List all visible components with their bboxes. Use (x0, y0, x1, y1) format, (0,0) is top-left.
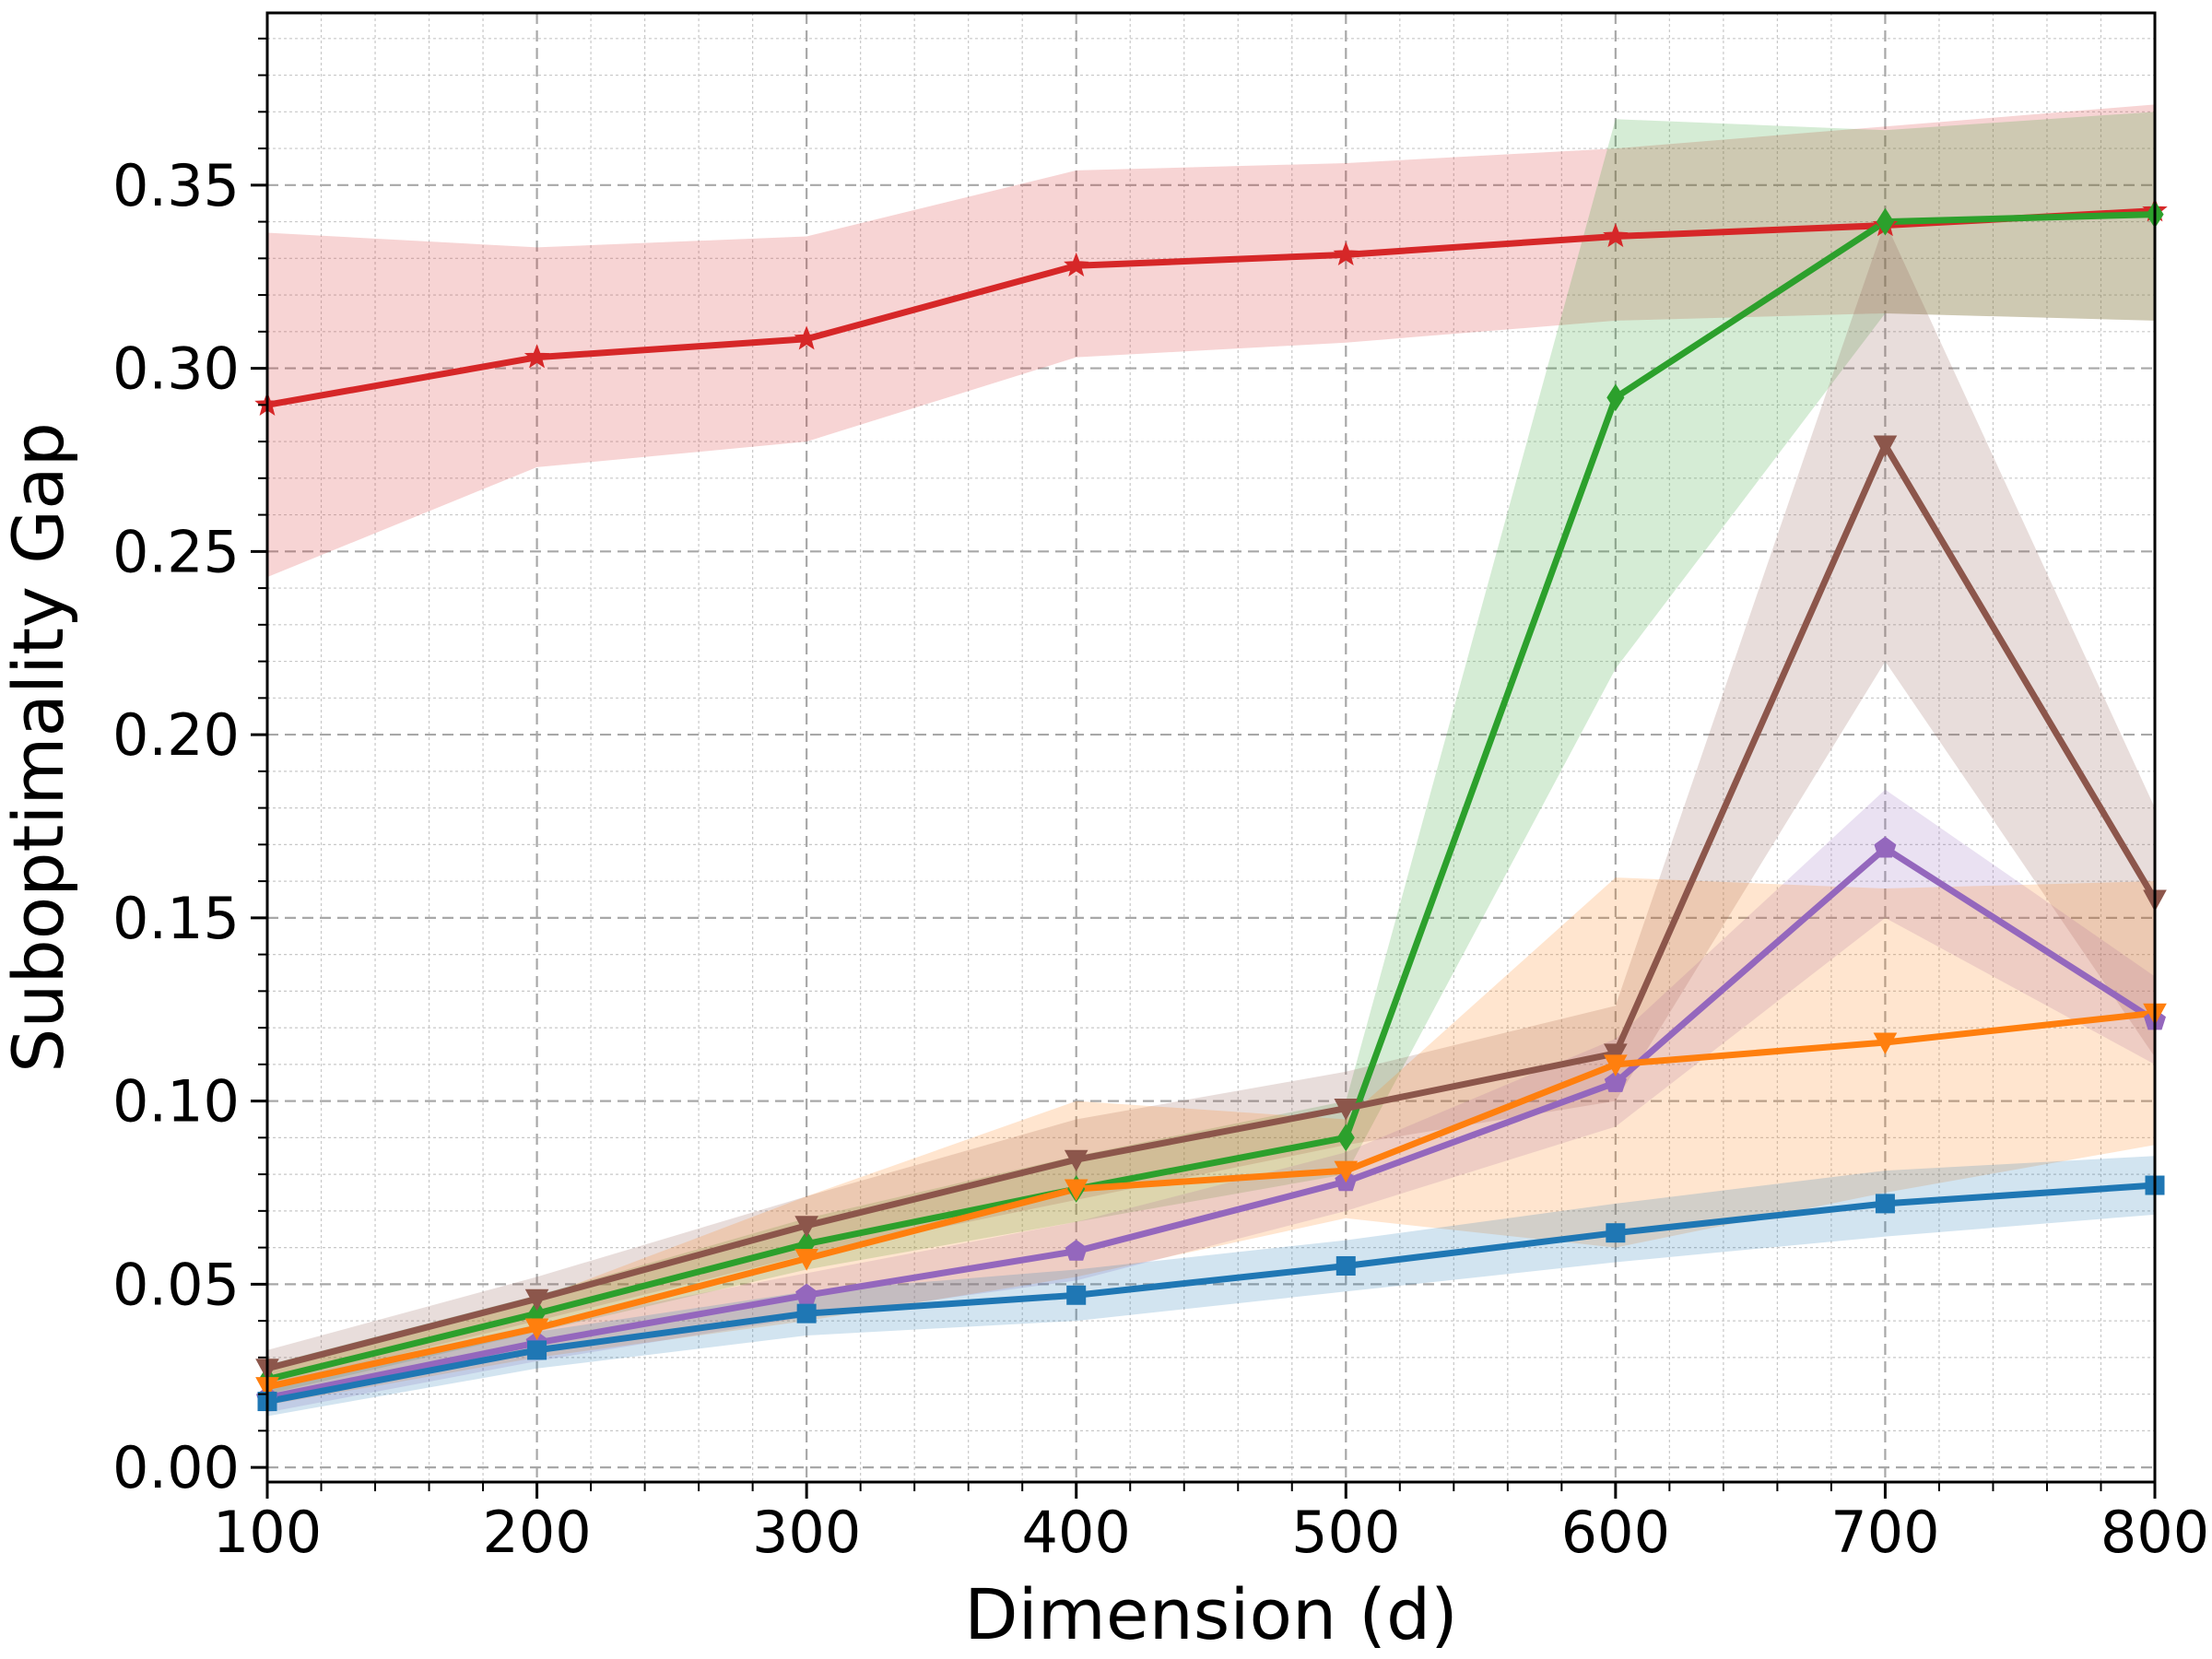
marker-point (1874, 836, 1897, 858)
confidence-band-3 (267, 789, 2155, 1413)
y-tick-label: 0.25 (112, 518, 240, 585)
marker-point (524, 344, 550, 369)
series-lines (264, 207, 2159, 1406)
x-tick-label: 800 (2100, 1499, 2209, 1566)
series-line-2 (264, 441, 2159, 1372)
axis-ticks (251, 37, 2157, 1499)
x-tick-label: 100 (213, 1499, 322, 1566)
y-tick-label: 0.30 (112, 335, 240, 403)
x-tick-label: 500 (1291, 1499, 1400, 1566)
y-tick-label: 0.00 (112, 1434, 240, 1501)
marker-point (1873, 1032, 1898, 1055)
series-line-5 (264, 1182, 2159, 1406)
marker-point (1334, 1099, 1359, 1121)
series-line-0 (264, 207, 2159, 408)
marker-point (1334, 1160, 1359, 1183)
marker-point (1604, 1043, 1628, 1065)
marker-point (524, 1288, 549, 1312)
marker-point (1064, 1149, 1088, 1172)
marker-point (1604, 1054, 1628, 1077)
marker-point (1064, 252, 1089, 276)
marker-point (1606, 383, 1625, 412)
x-tick-label: 300 (752, 1499, 861, 1566)
plot-frame (265, 11, 2157, 1484)
marker-point (1875, 1194, 1895, 1214)
confidence-band-1 (267, 112, 2155, 1394)
marker-point (524, 1318, 549, 1341)
y-tick-labels: 0.00 0.05 0.10 0.15 0.20 0.25 0.30 0.35 (112, 152, 240, 1501)
y-tick-label: 0.35 (112, 152, 240, 219)
marker-point (1065, 1239, 1088, 1261)
marker-point (794, 1216, 818, 1238)
marker-point (796, 1303, 817, 1324)
x-tick-label: 200 (482, 1499, 591, 1566)
marker-point (1604, 1071, 1627, 1092)
y-tick-label: 0.05 (112, 1251, 240, 1318)
series-line-3 (264, 844, 2159, 1402)
y-axis-title: Suboptimality Gap (0, 422, 79, 1073)
series-line-1 (264, 211, 2159, 1383)
y-tick-label: 0.15 (112, 885, 240, 952)
marker-point (1336, 1124, 1355, 1152)
x-tick-label: 600 (1561, 1499, 1670, 1566)
confidence-band-0 (267, 104, 2155, 578)
x-tick-label: 400 (1022, 1499, 1131, 1566)
marker-point (1064, 1179, 1088, 1202)
marker-point (1876, 207, 1895, 236)
y-tick-label: 0.10 (112, 1068, 240, 1135)
y-tick-label: 0.20 (112, 701, 240, 769)
marker-point (1333, 241, 1359, 266)
series-line-4 (264, 1009, 2159, 1391)
x-tick-label: 700 (1830, 1499, 1939, 1566)
marker-point (794, 1249, 818, 1271)
marker-point (527, 1340, 547, 1360)
marker-point (1335, 1255, 1356, 1276)
marker-point (1606, 1223, 1626, 1243)
marker-point (1066, 1285, 1087, 1305)
x-axis-title: Dimension (d) (964, 1573, 1458, 1655)
x-tick-labels: 100 200 300 400 500 600 700 800 (213, 1499, 2209, 1566)
confidence-band-5 (267, 1156, 2155, 1417)
marker-point (1603, 223, 1629, 248)
marker-point (1873, 435, 1898, 458)
marker-point (794, 325, 819, 350)
confidence-band-2 (267, 221, 2155, 1387)
